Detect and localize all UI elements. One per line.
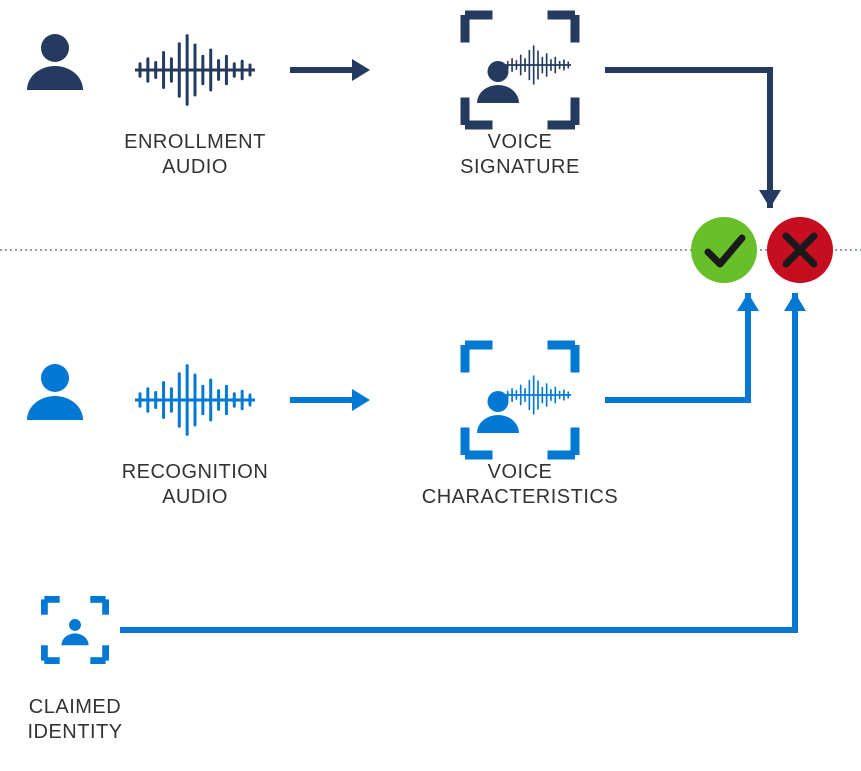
label-voice-characteristics: VOICE CHARACTERISTICS xyxy=(370,460,670,510)
person-head xyxy=(488,61,509,82)
mini-person-body xyxy=(61,633,88,645)
connector-arrowhead xyxy=(784,293,806,311)
label-voice-signature: VOICE SIGNATURE xyxy=(370,130,670,180)
connector-arrowhead xyxy=(759,190,781,208)
arrow-head xyxy=(352,389,370,411)
result-accept-icon xyxy=(691,217,757,283)
connector-arrowhead xyxy=(737,293,759,311)
label-enrollment-audio: ENROLLMENT AUDIO xyxy=(45,130,345,180)
diagram-svg xyxy=(0,0,861,771)
person-head xyxy=(41,34,69,62)
person-head xyxy=(41,364,69,392)
connector-line xyxy=(605,293,748,400)
person-body xyxy=(477,415,519,433)
person-body xyxy=(477,85,519,103)
person-body xyxy=(27,66,83,90)
person-body xyxy=(27,396,83,420)
mini-person-head xyxy=(69,619,81,631)
label-recognition-audio: RECOGNITION AUDIO xyxy=(45,460,345,510)
person-head xyxy=(488,391,509,412)
arrow-head xyxy=(352,59,370,81)
label-claimed-identity: CLAIMED IDENTITY xyxy=(0,695,225,745)
diagram-canvas: ENROLLMENT AUDIO VOICE SIGNATURE RECOGNITI… xyxy=(0,0,861,771)
